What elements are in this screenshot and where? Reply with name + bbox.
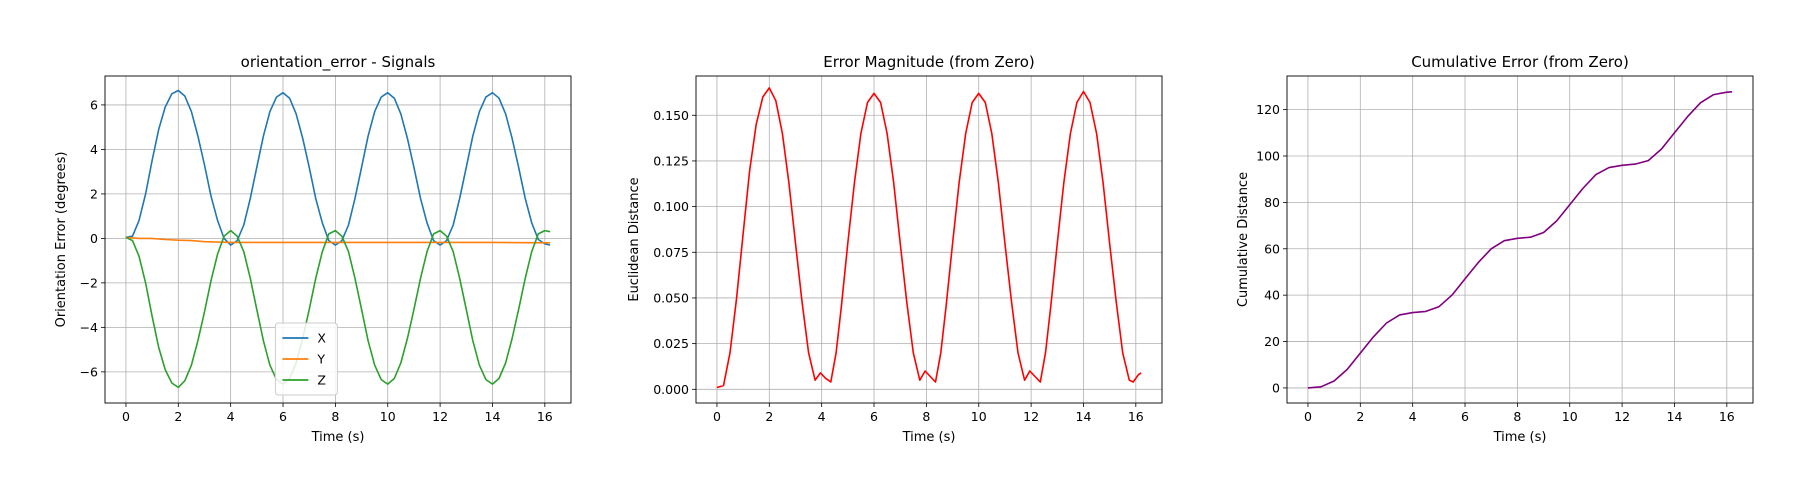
x-tick-label: 12 <box>432 409 448 424</box>
y-tick-label: 0.150 <box>653 108 689 123</box>
series-line-y <box>125 236 551 244</box>
y-tick-label: 0.050 <box>653 290 689 305</box>
x-tick-label: 4 <box>227 409 235 424</box>
legend: XYZ <box>274 322 338 396</box>
x-tick-label: 8 <box>331 409 339 424</box>
x-tick-label: 12 <box>1023 409 1039 424</box>
x-tick-label: 10 <box>380 409 396 424</box>
y-tick-label: 0.000 <box>653 382 689 397</box>
y-tick-label: 2 <box>90 186 98 201</box>
x-tick-label: 4 <box>818 409 826 424</box>
plot-area <box>1287 76 1753 403</box>
x-tick-label: 14 <box>485 409 501 424</box>
y-tick-label: 80 <box>1264 195 1280 210</box>
x-tick-label: 6 <box>1461 409 1469 424</box>
chart-1: 0 2 4 6 8 10 12 14 16 −6 −4 −2 0 2 4 6 orientation_error… <box>54 53 572 445</box>
x-tick-label: 16 <box>1128 409 1144 424</box>
y-axis-label: Orientation Error (degrees) <box>54 152 69 328</box>
y-tick-label: 100 <box>1256 149 1280 164</box>
series-line-1 <box>716 87 1142 389</box>
y-tick-label: 0.100 <box>653 199 689 214</box>
y-tick-label: 60 <box>1264 241 1280 256</box>
y-tick-label: 20 <box>1264 334 1280 349</box>
plot-area <box>105 76 571 403</box>
x-tick-label: 10 <box>971 409 987 424</box>
y-tick-label: −6 <box>80 364 98 379</box>
x-axis-label: Time (s) <box>902 430 956 445</box>
y-tick-label: 6 <box>90 97 98 112</box>
y-tick-label: 40 <box>1264 288 1280 303</box>
x-tick-label: 10 <box>1562 409 1578 424</box>
y-tick-label: 0 <box>90 231 98 246</box>
x-tick-label: 0 <box>122 409 130 424</box>
x-tick-label: 0 <box>713 409 721 424</box>
chart-title: orientation_error - Signals <box>241 53 436 72</box>
y-tick-label: 120 <box>1256 102 1280 117</box>
x-tick-label: 0 <box>1304 409 1312 424</box>
x-tick-label: 6 <box>279 409 287 424</box>
y-tick-label: 0 <box>1272 380 1280 395</box>
y-tick-label: 4 <box>90 142 98 157</box>
legend-label: Z <box>317 373 326 388</box>
legend-label: X <box>317 331 326 346</box>
x-axis-label: Time (s) <box>1493 430 1547 445</box>
y-tick-label: 0.025 <box>653 336 689 351</box>
chart-3: 0 2 4 6 8 10 12 14 16 0 20 40 60 80 100 120 Cumulative E… <box>1236 53 1754 445</box>
chart-title: Error Magnitude (from Zero) <box>823 53 1034 71</box>
axes-frame <box>695 75 1163 404</box>
y-tick-label: −4 <box>80 320 98 335</box>
chart-2: 0 2 4 6 8 10 12 14 16 0.000 0.025 0.050 0.075 0.100 0.… <box>627 53 1163 445</box>
x-axis-label: Time (s) <box>311 430 365 445</box>
x-tick-label: 2 <box>174 409 182 424</box>
plot-area <box>696 76 1162 403</box>
x-tick-label: 2 <box>765 409 773 424</box>
x-tick-label: 2 <box>1356 409 1364 424</box>
x-tick-label: 14 <box>1076 409 1092 424</box>
axes-frame <box>104 75 572 404</box>
x-tick-label: 4 <box>1409 409 1417 424</box>
legend-label: Y <box>316 352 325 367</box>
x-tick-label: 16 <box>1719 409 1735 424</box>
y-tick-label: 0.125 <box>653 153 689 168</box>
x-tick-label: 8 <box>1513 409 1521 424</box>
y-tick-label: 0.075 <box>653 245 689 260</box>
x-tick-label: 14 <box>1667 409 1683 424</box>
series-line-1 <box>1307 91 1733 389</box>
y-axis-label: Cumulative Distance <box>1236 172 1251 307</box>
x-tick-label: 12 <box>1614 409 1630 424</box>
axes-frame <box>1286 75 1754 404</box>
x-tick-label: 6 <box>870 409 878 424</box>
x-tick-label: 16 <box>537 409 553 424</box>
series-line-z <box>125 229 551 389</box>
y-tick-label: −2 <box>80 275 98 290</box>
y-axis-label: Euclidean Distance <box>627 177 642 301</box>
x-tick-label: 8 <box>922 409 930 424</box>
chart-title: Cumulative Error (from Zero) <box>1411 53 1629 71</box>
